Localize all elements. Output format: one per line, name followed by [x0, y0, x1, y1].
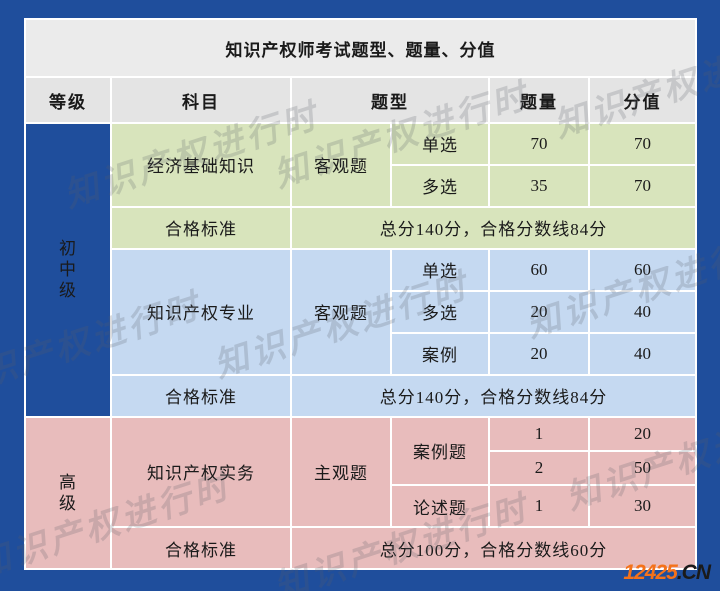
table-row: 高 级 知识产权实务 主观题 案例题 1 20 — [24, 415, 698, 571]
sub-type-cell: 案例 — [390, 331, 490, 376]
score-cell: 30 — [587, 484, 698, 528]
table-row: 多选 20 40 — [25, 289, 698, 334]
table-row: 合格标准 总分140分，合格分数线84分 — [25, 205, 698, 250]
sub-type-cell: 多选 — [390, 163, 490, 208]
score-cell: 70 — [587, 163, 698, 208]
title-row: 知识产权师考试题型、题量、分值 — [23, 18, 698, 78]
page-title: 知识产权师考试题型、题量、分值 — [23, 18, 698, 78]
pass-standard-label: 合格标准 — [110, 373, 292, 418]
sub-type-cell: 案例题 — [390, 415, 490, 487]
subject-cell: 知识产权专业 — [110, 247, 292, 376]
sub-type-cell: 单选 — [390, 247, 490, 292]
count-cell: 2 — [488, 449, 590, 487]
count-cell: 60 — [488, 247, 590, 292]
table-row: 案例 20 40 — [25, 331, 698, 376]
count-cell: 35 — [488, 163, 590, 208]
table-row: 知识产权专业 客观题 单选 60 60 — [25, 247, 698, 376]
score-cell: 50 — [587, 449, 698, 487]
level-cell-junior-intermediate: 初 中 级 — [24, 122, 112, 418]
question-type-cell: 客观题 — [290, 247, 392, 376]
level-char: 中 — [59, 260, 77, 280]
subject-cell: 经济基础知识 — [110, 122, 292, 208]
exam-table-container: 知识产权师考试题型、题量、分值 等级 科目 题型 题量 分值 初 中 级 经济基… — [23, 18, 698, 571]
question-type-cell: 客观题 — [290, 122, 392, 208]
table-row: 论述题 1 30 — [25, 484, 698, 528]
level-cell-senior: 高 级 — [24, 415, 112, 571]
column-header-count: 题量 — [488, 76, 590, 124]
score-cell: 40 — [587, 289, 698, 334]
subject-cell: 知识产权实务 — [110, 415, 292, 529]
table-row: 初 中 级 经济基础知识 客观题 单选 70 70 — [24, 122, 698, 418]
site-logo: 12425.CN — [623, 561, 711, 584]
table-row: 合格标准 总分100分，合格分数线60分 — [25, 526, 698, 570]
header-row: 等级 科目 题型 题量 分值 — [24, 76, 698, 124]
score-cell: 60 — [587, 247, 698, 292]
column-header-question-type: 题型 — [290, 76, 490, 124]
exam-table: 知识产权师考试题型、题量、分值 等级 科目 题型 题量 分值 初 中 级 经济基… — [23, 18, 698, 571]
question-type-cell: 主观题 — [290, 415, 392, 529]
column-header-subject: 科目 — [110, 76, 292, 124]
pass-standard-value: 总分140分，合格分数线84分 — [289, 205, 698, 250]
table-row: 多选 35 70 — [25, 163, 698, 208]
level-char: 级 — [59, 493, 77, 513]
table-row: 合格标准 总分140分，合格分数线84分 — [25, 373, 698, 418]
pass-standard-value: 总分100分，合格分数线60分 — [289, 526, 698, 570]
column-header-score: 分值 — [587, 76, 698, 124]
level-char: 初 — [59, 238, 77, 258]
count-cell: 1 — [488, 484, 590, 528]
sub-type-cell: 多选 — [390, 289, 490, 334]
score-cell: 20 — [587, 415, 698, 452]
site-logo-domain: .CN — [676, 561, 711, 584]
count-cell: 70 — [488, 122, 590, 166]
sub-type-cell: 论述题 — [390, 484, 490, 528]
level-char: 高 — [59, 472, 77, 492]
count-cell: 20 — [488, 289, 590, 334]
pass-standard-label: 合格标准 — [110, 205, 292, 250]
column-header-level: 等级 — [24, 76, 112, 124]
pass-standard-value: 总分140分，合格分数线84分 — [289, 373, 698, 418]
sub-type-cell: 单选 — [390, 122, 490, 166]
count-cell: 1 — [488, 415, 590, 452]
score-cell: 70 — [587, 122, 698, 166]
pass-standard-label: 合格标准 — [110, 526, 292, 570]
site-logo-number: 12425 — [623, 561, 677, 584]
table-row: 2 50 — [25, 449, 698, 487]
score-cell: 40 — [587, 331, 698, 376]
level-char: 级 — [59, 281, 77, 301]
count-cell: 20 — [488, 331, 590, 376]
